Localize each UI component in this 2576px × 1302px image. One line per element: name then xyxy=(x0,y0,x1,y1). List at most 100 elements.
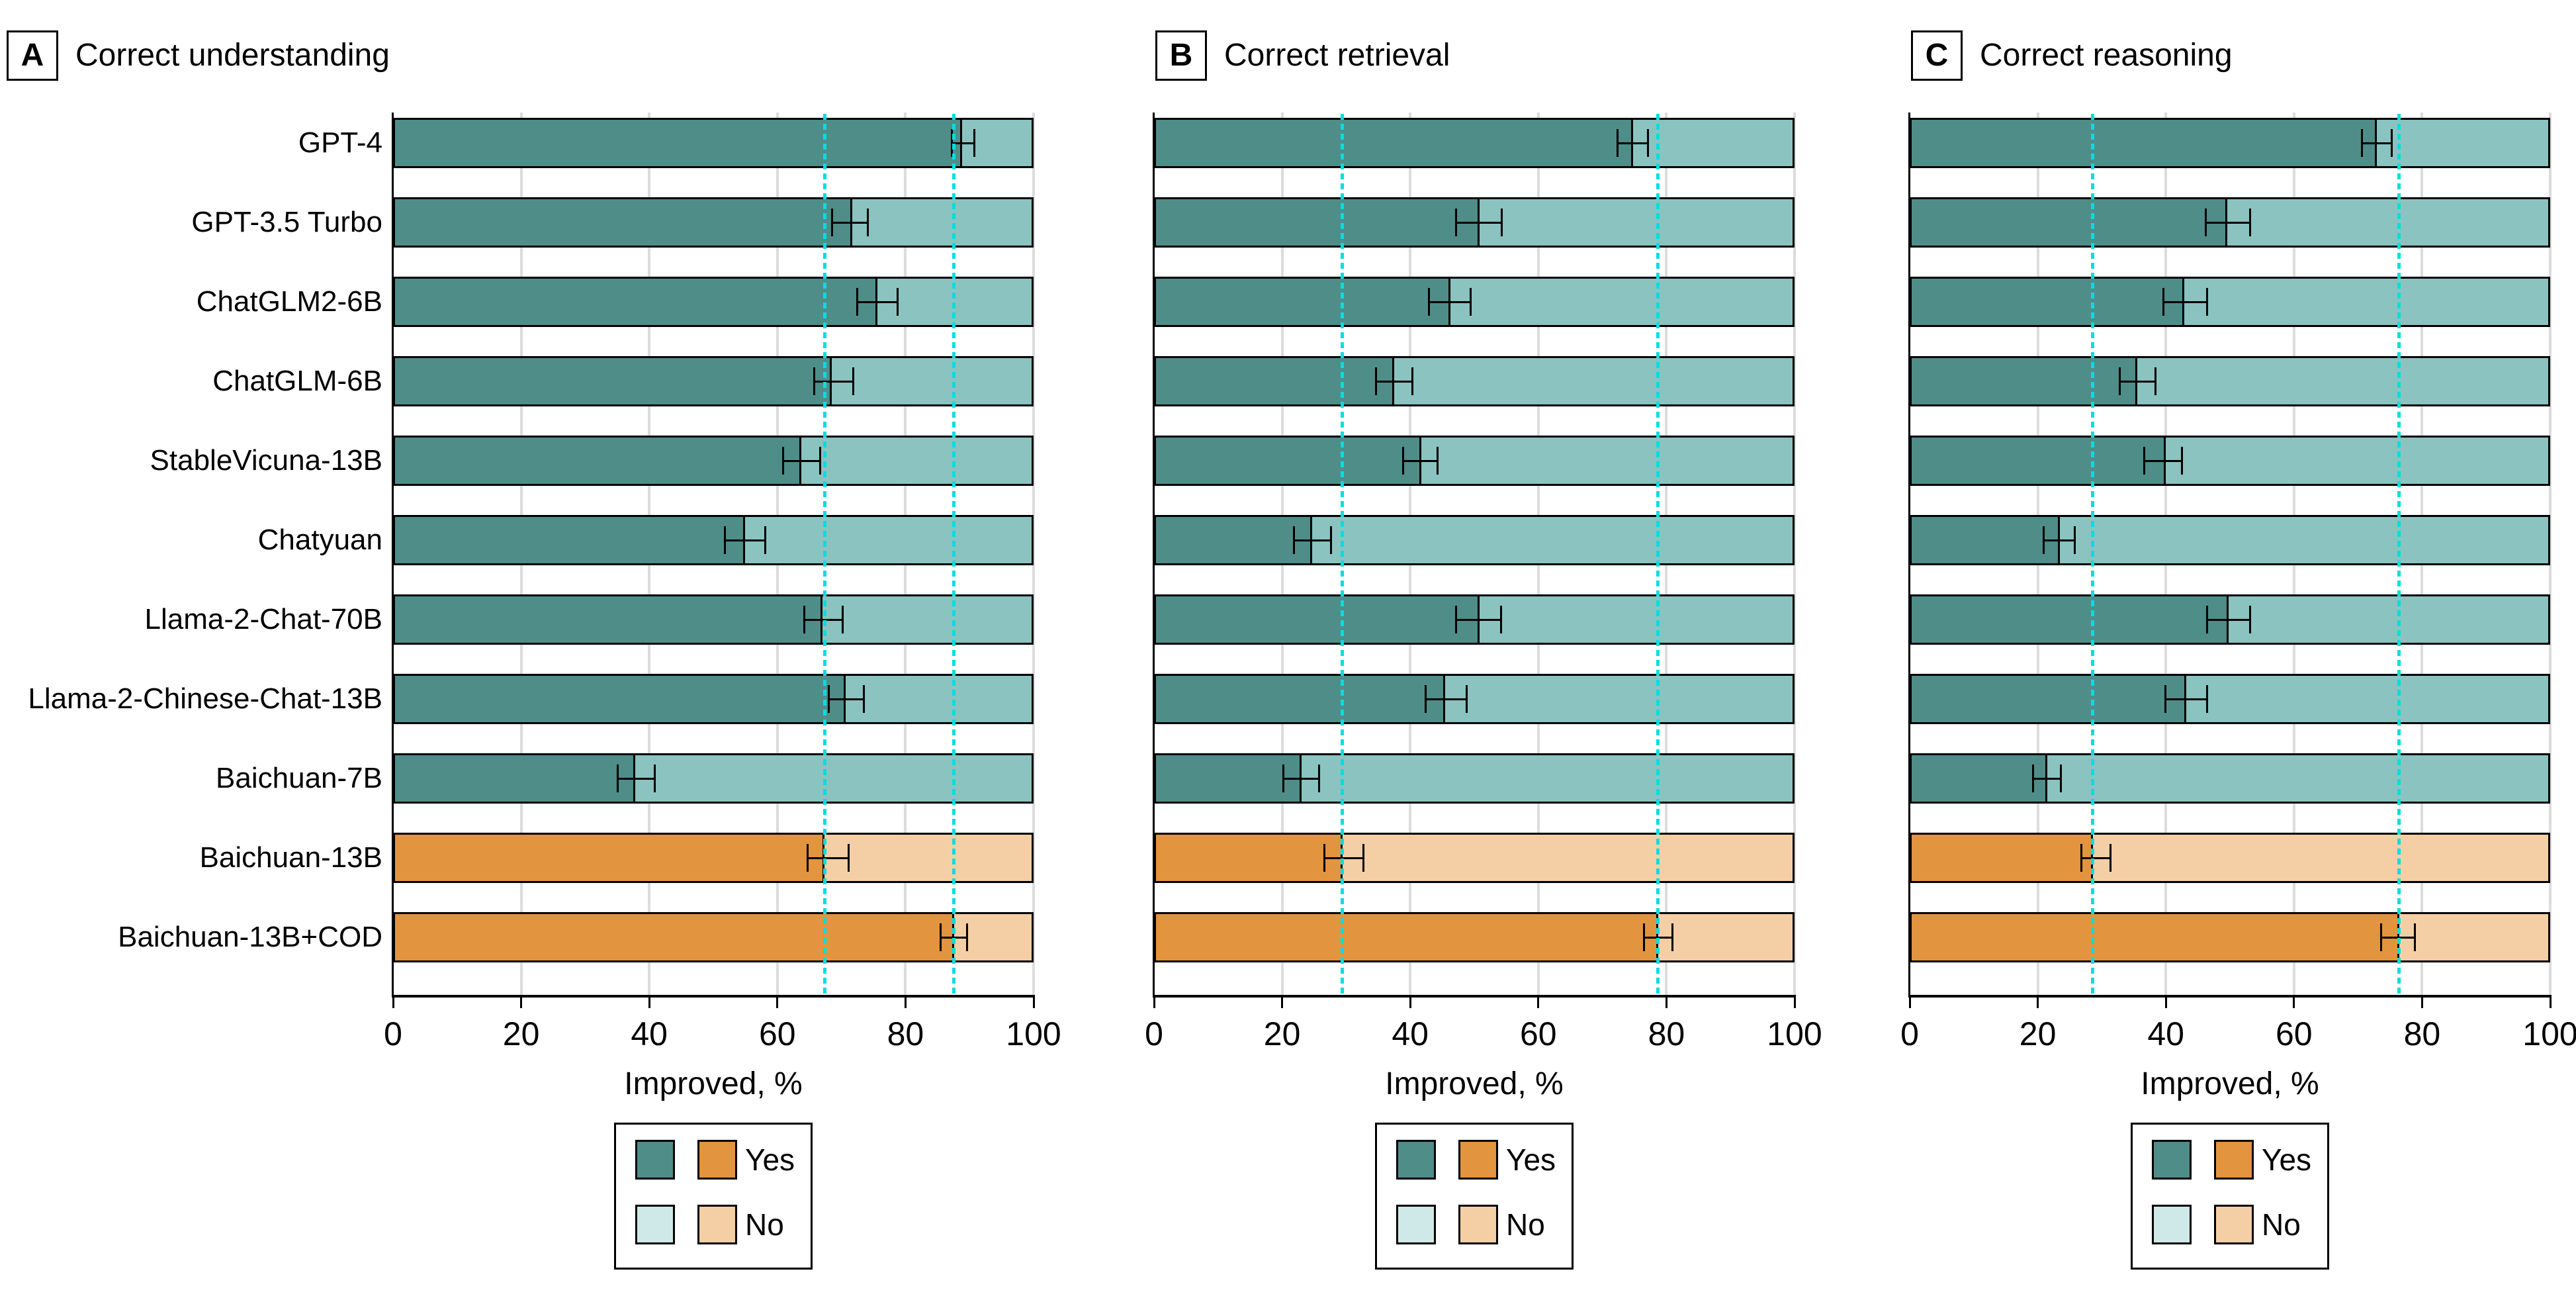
x-axis-line xyxy=(1153,995,1796,998)
model-label: Llama-2-Chat-70B xyxy=(144,603,383,635)
legend-label-yes: Yes xyxy=(745,1142,795,1177)
x-axis-title: Improved, % xyxy=(2141,1066,2319,1101)
bar-segment-yes xyxy=(1910,912,2399,962)
bar-segment-no xyxy=(1421,436,1795,486)
x-axis-tick xyxy=(904,998,907,1008)
error-bar-line xyxy=(617,777,655,780)
bar-segment-yes xyxy=(1910,436,2166,486)
x-axis-tick-label: 100 xyxy=(1006,1015,1061,1052)
error-bar-cap-left xyxy=(2162,288,2164,316)
x-axis-tick-label: 80 xyxy=(2403,1015,2441,1052)
x-axis-tick-label: 60 xyxy=(1519,1015,1557,1052)
x-axis-tick xyxy=(2164,998,2167,1008)
x-axis-tick xyxy=(1281,998,1284,1008)
error-bar-line xyxy=(2144,459,2182,462)
model-label: StableVicuna-13B xyxy=(150,444,382,477)
x-axis-tick xyxy=(1793,998,1796,1008)
error-bar-line xyxy=(2081,857,2111,859)
bar-segment-yes xyxy=(1910,197,2228,248)
bar-segment-no xyxy=(635,753,1034,804)
model-label: Baichuan-13B xyxy=(199,841,382,874)
bar-segment-yes xyxy=(1910,753,2048,804)
bar-segment-yes xyxy=(1910,356,2137,406)
bar-segment-no xyxy=(1301,753,1795,804)
panel-letter: C xyxy=(1925,38,1949,73)
error-bar-line xyxy=(2205,221,2250,224)
panel-letter-box xyxy=(1911,30,1963,81)
error-bar-cap-right xyxy=(2154,367,2157,395)
error-bar-line xyxy=(1403,459,1438,462)
error-bar-cap-right xyxy=(2205,288,2208,316)
bar-segment-no xyxy=(801,436,1034,486)
error-bar-cap-left xyxy=(1292,526,1295,554)
error-bar-cap-left xyxy=(806,844,809,872)
y-axis-spine xyxy=(1153,113,1155,995)
model-label: Baichuan-13B+COD xyxy=(118,921,382,953)
x-axis-tick xyxy=(2293,998,2295,1008)
error-bar-cap-right xyxy=(1437,447,1439,475)
error-bar-cap-right xyxy=(1411,367,1413,395)
reference-line xyxy=(2397,114,2401,995)
legend-swatch-teal-yes xyxy=(1396,1140,1436,1180)
model-label: ChatGLM-6B xyxy=(212,365,382,397)
error-bar-cap-right xyxy=(897,288,899,316)
bar-segment-no xyxy=(2059,515,2550,565)
error-bar-cap-right xyxy=(2059,765,2062,792)
model-label: Chatyuan xyxy=(257,524,382,556)
x-axis-line xyxy=(1908,995,2552,998)
x-axis-tick-label: 20 xyxy=(2019,1015,2057,1052)
bar-segment-no xyxy=(1342,833,1795,883)
error-bar-cap-right xyxy=(654,765,656,792)
legend-swatch-orange-no xyxy=(2214,1205,2254,1244)
bar-segment-yes xyxy=(393,515,746,565)
error-bar-cap-right xyxy=(1362,844,1365,872)
error-bar-cap-left xyxy=(2080,844,2082,872)
y-axis-spine xyxy=(392,113,394,995)
legend-label-no: No xyxy=(1506,1207,1545,1242)
error-bar-line xyxy=(1456,618,1501,621)
bar-segment-yes xyxy=(393,912,954,962)
model-label: ChatGLM2-6B xyxy=(196,285,382,318)
error-bar-cap-right xyxy=(2248,606,2251,633)
error-bar-line xyxy=(828,698,864,700)
x-axis-tick xyxy=(1409,998,1411,1008)
error-bar-line xyxy=(952,142,975,144)
error-bar-cap-right xyxy=(852,367,854,395)
error-bar-cap-left xyxy=(1643,923,1646,951)
bar-segment-no xyxy=(745,515,1034,565)
gridline xyxy=(2549,113,2552,995)
bar-segment-yes xyxy=(1910,277,2185,327)
x-axis-title: Improved, % xyxy=(624,1066,803,1101)
bar-segment-no xyxy=(832,356,1034,406)
reference-line xyxy=(952,114,956,995)
x-axis-tick-label: 80 xyxy=(887,1015,924,1052)
error-bar-line xyxy=(2207,618,2250,621)
error-bar-cap-left xyxy=(827,685,830,713)
error-bar-cap-right xyxy=(1671,923,1673,951)
bar-segment-yes xyxy=(393,753,635,804)
bar-segment-yes xyxy=(1154,118,1634,168)
bar-segment-no xyxy=(824,833,1034,883)
legend-swatch-teal-no xyxy=(2152,1205,2192,1244)
error-bar-cap-left xyxy=(617,765,619,792)
bar-segment-yes xyxy=(1910,833,2093,883)
legend-swatch-teal-no xyxy=(635,1205,675,1244)
error-bar-cap-right xyxy=(862,685,865,713)
bar-segment-no xyxy=(1450,277,1795,327)
x-axis-line xyxy=(392,995,1035,998)
error-bar-cap-left xyxy=(1282,765,1285,792)
model-label: GPT-3.5 Turbo xyxy=(191,206,382,238)
x-axis-tick-label: 40 xyxy=(2147,1015,2184,1052)
bar-segment-yes xyxy=(1154,594,1480,645)
bar-segment-no xyxy=(2166,436,2550,486)
x-axis-tick xyxy=(2421,998,2423,1008)
error-bar-cap-left xyxy=(1617,129,1619,157)
error-bar-cap-left xyxy=(2119,367,2121,395)
panel-letter: A xyxy=(21,38,44,73)
error-bar-cap-left xyxy=(2042,526,2045,554)
bar-segment-yes xyxy=(393,118,962,168)
error-bar-cap-left xyxy=(950,129,953,157)
bar-segment-yes xyxy=(1154,833,1343,883)
error-bar-line xyxy=(2119,380,2156,383)
bar-segment-yes xyxy=(1154,436,1421,486)
